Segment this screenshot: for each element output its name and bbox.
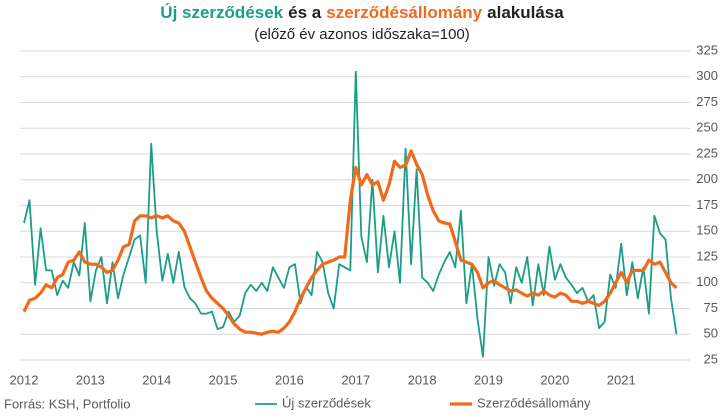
source: Forrás: KSH, Portfolio (4, 396, 130, 411)
x-tick-label: 2012 (10, 372, 39, 387)
x-tick-label: 2019 (474, 372, 503, 387)
y-tick-label: 150 (696, 223, 718, 238)
y-tick-label: 125 (696, 248, 718, 263)
chart-subtitle: (előző év azonos időszaka=100) (254, 26, 470, 43)
legend-label: Szerződésállomány (477, 395, 591, 410)
series-line (22, 149, 678, 336)
y-tick-label: 100 (696, 274, 718, 289)
title-part: Új szerződések (160, 3, 283, 22)
title-part: alakulása (487, 3, 564, 22)
x-tick-label: 2017 (341, 372, 370, 387)
y-tick-label: 250 (696, 120, 718, 135)
y-tick-label: 75 (704, 300, 718, 315)
y-tick-label: 300 (696, 68, 718, 83)
x-tick-label: 2018 (408, 372, 437, 387)
y-tick-label: 50 (704, 326, 718, 341)
y-tick-label: 275 (696, 94, 718, 109)
x-tick-label: 2013 (76, 372, 105, 387)
y-tick-label: 200 (696, 171, 718, 186)
y-tick-label: 325 (696, 42, 718, 57)
x-tick-label: 2020 (540, 372, 569, 387)
y-tick-label: 225 (696, 145, 718, 160)
title-part: és a (288, 3, 322, 22)
y-tick-label: 25 (704, 351, 718, 366)
x-tick-label: 2021 (607, 372, 636, 387)
series-line (23, 70, 678, 358)
x-tick-label: 2014 (142, 372, 171, 387)
x-tick-label: 2015 (209, 372, 238, 387)
y-tick-label: 175 (696, 197, 718, 212)
title-part: szerződésállomány (326, 3, 482, 22)
x-tick-label: 2016 (275, 372, 304, 387)
chart-title: Új szerződések és a szerződésállomány alaku… (160, 3, 564, 22)
legend-label: Új szerződések (282, 395, 371, 410)
